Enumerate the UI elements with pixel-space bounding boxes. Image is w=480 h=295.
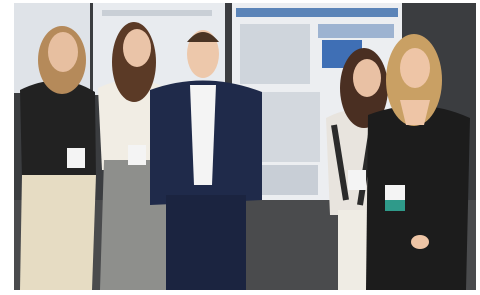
poster-text-block: [240, 24, 310, 84]
page: [0, 0, 480, 295]
person-dress: [366, 106, 470, 290]
name-badge: [348, 170, 366, 190]
person-face: [400, 48, 430, 88]
poster-header: [236, 8, 398, 17]
person-face: [123, 29, 151, 67]
poster-header: [102, 10, 212, 16]
person-pants: [166, 195, 246, 290]
photo: [0, 0, 480, 295]
poster-table: [262, 165, 318, 195]
poster-bar: [318, 24, 394, 38]
person-face: [48, 32, 78, 72]
name-badge: [128, 145, 146, 165]
person-shirt: [190, 85, 216, 185]
badge-stripe: [385, 200, 405, 211]
person-hand: [411, 235, 429, 249]
person-pants: [20, 175, 96, 290]
person-face: [353, 59, 381, 97]
name-badge: [67, 148, 85, 168]
